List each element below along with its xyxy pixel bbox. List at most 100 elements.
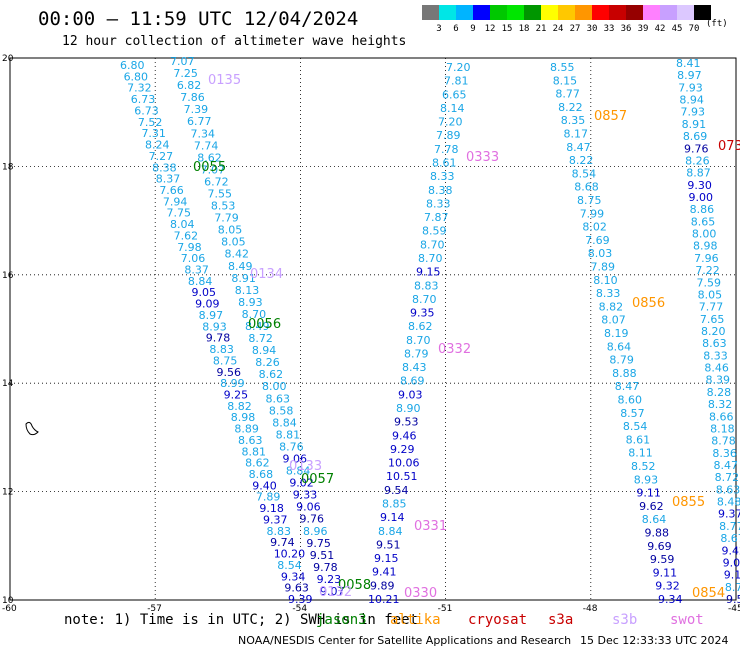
wave-height-value: 8.77 [725, 581, 740, 594]
wave-height-value: 8.79 [609, 354, 634, 367]
wave-height-value: 10.20 [274, 548, 306, 561]
wave-height-value: 8.22 [558, 101, 583, 114]
wave-height-value: 8.47 [615, 380, 640, 393]
wave-height-value: 10.51 [386, 470, 418, 483]
wave-height-value: 9.53 [394, 416, 419, 429]
wave-height-value: 8.93 [238, 296, 263, 309]
graticule [9, 57, 737, 601]
wave-height-value: 8.64 [642, 513, 667, 526]
wave-height-value: 8.10 [593, 274, 618, 287]
pass-id-label: 0855 [672, 495, 705, 510]
pass-id-label: 0332 [438, 342, 471, 357]
y-tick-label: 20 [2, 54, 14, 64]
wave-height-value: 9.37 [263, 513, 288, 526]
wave-height-value: 9.15 [374, 552, 399, 565]
colorbar-label: 12 [484, 24, 496, 34]
wave-height-value: 8.61 [432, 156, 457, 169]
colorbar-swatch [490, 5, 507, 20]
wave-height-value: 8.66 [709, 410, 734, 423]
wave-height-value: 8.33 [426, 197, 451, 210]
wave-height-value: 8.77 [719, 520, 740, 533]
wave-height-value: 8.38 [428, 184, 453, 197]
wave-height-value: 7.31 [141, 127, 166, 140]
wave-height-value: 8.63 [265, 392, 290, 405]
wave-height-value: 9.02 [289, 477, 314, 490]
satellite-legend-item: swot [670, 612, 704, 628]
wave-height-value: 9.40 [252, 479, 276, 492]
wave-height-value: 8.93 [634, 473, 659, 486]
wave-height-value: 7.77 [699, 301, 724, 314]
wave-height-value: 8.03 [588, 247, 613, 260]
wave-height-value: 9.25 [224, 388, 249, 401]
wave-height-value: 8.07 [601, 314, 626, 327]
pass-id-label: 073 [718, 139, 740, 154]
wave-height-value: 9.11 [636, 487, 661, 500]
wave-height-value: 6.77 [187, 115, 212, 128]
wave-height-value: 9.18 [259, 502, 284, 515]
wave-height-value: 8.98 [231, 411, 256, 424]
wave-height-value: 8.13 [235, 284, 259, 297]
wave-height-value: 6.73 [131, 93, 156, 106]
wave-height-value: 8.33 [596, 287, 621, 300]
wave-height-value: 8.41 [676, 57, 701, 70]
colorbar-label: 15 [501, 24, 513, 34]
colorbar-label: 3 [436, 24, 442, 34]
wave-height-value: 9.78 [313, 561, 338, 574]
wave-height-value: 8.05 [218, 224, 243, 237]
colorbar-label: 21 [535, 24, 547, 34]
wave-height-value: 8.43 [402, 361, 427, 374]
colorbar-label: 70 [688, 24, 700, 34]
wave-height-value: 9.06 [296, 501, 321, 514]
wave-height-value: 9.54 [384, 484, 409, 497]
wave-height-value: 8.97 [199, 309, 224, 322]
tick-labels: -60 -57 -54 -51 -48 -45 10 12 14 16 18 20 [2, 54, 740, 614]
x-tick-label: -60 [2, 604, 17, 614]
colorbar-label: 30 [586, 24, 598, 34]
satellite-legend-item: altika [390, 612, 441, 628]
wave-height-value: 9.42 [721, 544, 740, 557]
wave-height-value: 8.49 [228, 260, 253, 273]
wave-height-value: 8.00 [692, 228, 717, 241]
wave-height-value: 8.62 [197, 151, 222, 164]
wave-height-value: 9.30 [687, 179, 712, 192]
wave-height-value: 8.24 [145, 139, 170, 152]
wave-height-value: 7.81 [444, 75, 469, 88]
credit-line: NOAA/NESDIS Center for Satellite Applica… [238, 634, 572, 647]
wave-height-value: 6.72 [204, 175, 229, 188]
wave-height-value: 7.20 [446, 61, 471, 74]
island-outline [25, 421, 39, 436]
wave-height-value: 8.05 [221, 236, 246, 249]
pass-id-label: 0056 [248, 317, 281, 332]
colorbar-swatch [626, 5, 643, 20]
wave-height-value: 7.98 [177, 241, 202, 254]
credit-timestamp: 15 Dec 12:33:33 UTC 2024 [580, 634, 729, 647]
wave-height-value: 8.02 [582, 221, 607, 234]
wave-height-value: 6.80 [124, 70, 148, 83]
wave-height-value: 9.05 [191, 286, 216, 299]
wave-height-value: 8.81 [242, 445, 267, 458]
wave-height-value: 9.88 [645, 527, 670, 540]
wave-height-value: 8.38 [152, 161, 177, 174]
wave-height-value: 8.68 [249, 468, 274, 481]
wave-height-value: 8.15 [553, 74, 578, 87]
wave-height-value: 9.51 [310, 549, 335, 562]
wave-height-value: 9.39 [288, 593, 313, 606]
wave-height-value: 8.62 [245, 457, 270, 470]
colorbar-swatch [677, 5, 694, 20]
wave-height-value: 8.68 [574, 181, 599, 194]
wave-height-value: 8.57 [620, 407, 645, 420]
wave-height-value: 7.25 [173, 67, 198, 80]
wave-height-value: 8.72 [715, 471, 740, 484]
wave-height-value: 7.62 [174, 229, 199, 242]
wave-height-value: 8.84 [272, 416, 297, 429]
wave-height-value: 8.36 [712, 447, 737, 460]
wave-height-value: 7.06 [181, 252, 206, 265]
wave-height-value: 8.26 [255, 356, 280, 369]
pass-id-label: 0055 [193, 160, 226, 175]
wave-height-value: 7.07 [201, 163, 226, 176]
wave-height-value: 8.63 [238, 434, 263, 447]
wave-height-value: 7.99 [580, 207, 605, 220]
colorbar-label: 42 [654, 24, 666, 34]
y-tick-label: 16 [2, 271, 14, 281]
wave-height-value: 10.21 [368, 593, 400, 606]
